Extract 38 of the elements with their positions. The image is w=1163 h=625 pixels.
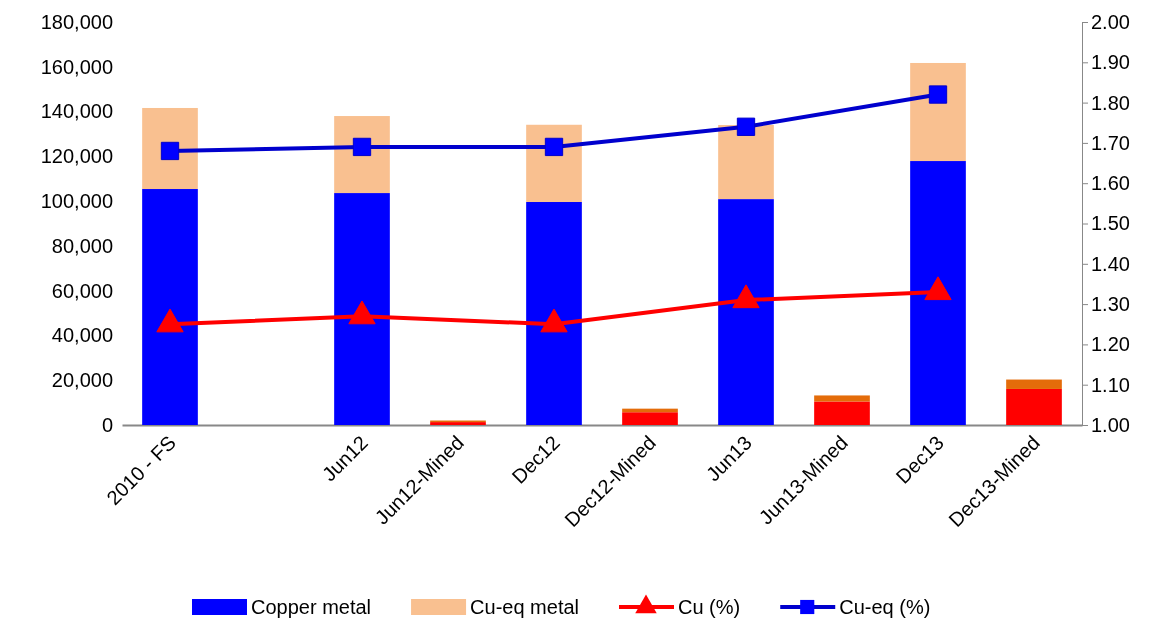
y-tick-label: 20,000: [51, 369, 113, 392]
y-tick-label: 180,000: [40, 10, 113, 33]
y2-tick-label: 1.60: [1091, 172, 1130, 195]
bar: [622, 412, 678, 425]
bar: [814, 401, 870, 425]
legend-label: Cu-eq (%): [839, 596, 931, 618]
y-tick-label: 140,000: [40, 100, 113, 123]
y-tick-label: 0: [101, 413, 113, 436]
y2-tick-label: 1.20: [1091, 333, 1130, 356]
bar: [814, 395, 870, 402]
y2-tick-label: 2.00: [1091, 10, 1130, 33]
bar: [910, 62, 966, 162]
y2-tick-label: 1.10: [1091, 373, 1130, 396]
y2-tick-label: 1.80: [1091, 91, 1130, 114]
y2-tick-label: 1.40: [1091, 252, 1130, 275]
y-tick-label: 120,000: [40, 145, 113, 168]
bar: [142, 189, 198, 425]
bar: [718, 124, 774, 200]
y-tick-label: 40,000: [51, 324, 113, 347]
y-tick-label: 60,000: [51, 279, 113, 302]
y2-tick-label: 1.50: [1091, 212, 1130, 235]
y-tick-label: 160,000: [40, 55, 113, 78]
y2-tick-label: 1.90: [1091, 51, 1130, 74]
bar: [142, 107, 198, 190]
y2-tick-label: 1.00: [1091, 413, 1130, 436]
legend-label: Cu (%): [678, 596, 741, 618]
bar: [718, 199, 774, 425]
bar: [1006, 388, 1062, 425]
y2-tick-label: 1.70: [1091, 131, 1130, 154]
bar: [526, 202, 582, 425]
legend-label: Copper metal: [251, 596, 372, 618]
bar: [910, 161, 966, 425]
legend-label: Cu-eq metal: [470, 596, 579, 618]
y2-tick-label: 1.30: [1091, 293, 1130, 315]
y-tick-label: 100,000: [40, 190, 113, 213]
bar: [334, 193, 390, 425]
y-tick-label: 80,000: [51, 234, 113, 257]
bar: [1006, 379, 1062, 389]
